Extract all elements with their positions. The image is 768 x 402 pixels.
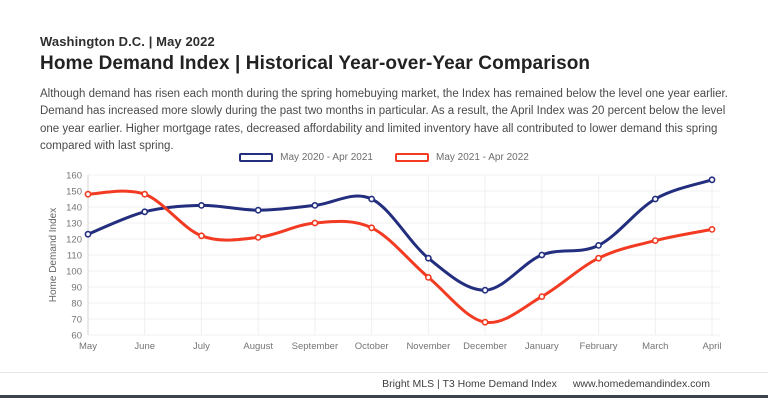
legend-label: May 2020 - Apr 2021 (280, 152, 373, 163)
svg-text:December: December (463, 341, 507, 352)
footer-divider (0, 372, 768, 373)
legend-label: May 2021 - Apr 2022 (436, 152, 529, 163)
line-chart: 60 70 80 90 100 110 120 130 140 150 160 May June July… (0, 162, 768, 362)
svg-text:July: July (193, 341, 210, 352)
svg-text:110: 110 (67, 251, 82, 262)
svg-text:January: January (525, 341, 559, 352)
svg-text:90: 90 (71, 283, 82, 294)
bottom-bar (0, 395, 768, 398)
line-chart-svg: 60 70 80 90 100 110 120 130 140 150 160 May June July… (48, 171, 722, 353)
svg-text:130: 130 (66, 219, 82, 230)
svg-text:February: February (580, 341, 618, 352)
legend-swatch-navy (239, 153, 274, 162)
svg-text:120: 120 (66, 235, 82, 246)
footer-website[interactable]: www.homedemandindex.com (572, 378, 710, 390)
svg-text:70: 70 (71, 315, 82, 326)
svg-text:60: 60 (71, 331, 82, 342)
report-footer: Bright MLS | T3 Home Demand Index www.ho… (0, 378, 768, 390)
page-title: Home Demand Index | Historical Year-over… (40, 53, 591, 74)
svg-text:August: August (243, 341, 273, 352)
report-header: Washington D.C. | May 2022 Home Demand I… (40, 34, 740, 155)
svg-text:100: 100 (66, 267, 82, 278)
svg-text:May: May (79, 341, 97, 352)
report-subtitle: Washington D.C. | May 2022 (40, 34, 215, 49)
svg-text:160: 160 (66, 171, 82, 182)
legend-item-2021-2022: May 2021 - Apr 2022 (395, 152, 529, 163)
svg-text:October: October (355, 341, 389, 352)
svg-text:November: November (406, 341, 450, 352)
svg-text:150: 150 (66, 187, 82, 198)
svg-text:80: 80 (71, 299, 82, 310)
footer-source: Bright MLS | T3 Home Demand Index (382, 378, 557, 390)
svg-text:April: April (702, 341, 721, 352)
svg-text:June: June (134, 341, 155, 352)
svg-text:September: September (292, 341, 338, 352)
legend-item-2020-2021: May 2020 - Apr 2021 (239, 152, 373, 163)
report-description: Although demand has risen each month dur… (40, 88, 728, 152)
svg-text:March: March (642, 341, 668, 352)
legend-swatch-red (395, 153, 429, 162)
svg-text:Home Demand Index: Home Demand Index (48, 208, 59, 303)
svg-text:140: 140 (66, 203, 82, 214)
chart-legend: May 2020 - Apr 2021 May 2021 - Apr 2022 (0, 152, 768, 163)
